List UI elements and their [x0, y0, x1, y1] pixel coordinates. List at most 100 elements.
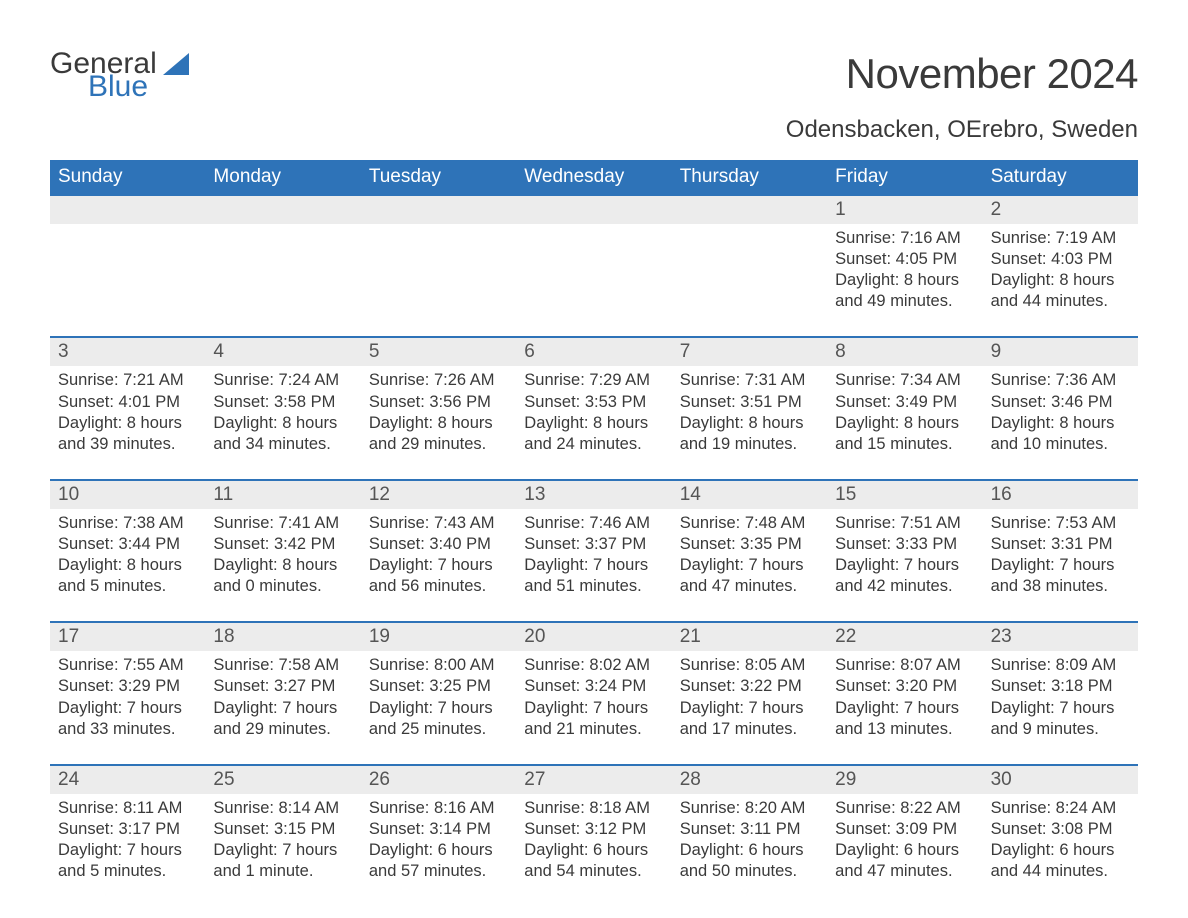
day-cell: Sunrise: 7:46 AMSunset: 3:37 PMDaylight:…	[516, 509, 671, 621]
sunset-line: Sunset: 3:25 PM	[369, 676, 508, 697]
day-number: 18	[205, 623, 360, 651]
daylight-line: Daylight: 7 hours and 42 minutes.	[835, 555, 974, 597]
day-number: 27	[516, 766, 671, 794]
week-row: 12Sunrise: 7:16 AMSunset: 4:05 PMDayligh…	[50, 196, 1138, 336]
sunrise-line: Sunrise: 7:34 AM	[835, 370, 974, 391]
day-cell: Sunrise: 7:31 AMSunset: 3:51 PMDaylight:…	[672, 366, 827, 478]
sunrise-line: Sunrise: 7:58 AM	[213, 655, 352, 676]
daylight-line: Daylight: 6 hours and 50 minutes.	[680, 840, 819, 882]
day-number: 1	[827, 196, 982, 224]
day-number: 11	[205, 481, 360, 509]
daylight-line: Daylight: 7 hours and 21 minutes.	[524, 698, 663, 740]
sunset-line: Sunset: 3:11 PM	[680, 819, 819, 840]
sunrise-line: Sunrise: 7:46 AM	[524, 513, 663, 534]
day-number: 26	[361, 766, 516, 794]
sunset-line: Sunset: 3:12 PM	[524, 819, 663, 840]
dow-sunday: Sunday	[50, 160, 205, 196]
day-number: 10	[50, 481, 205, 509]
week-row: 17181920212223Sunrise: 7:55 AMSunset: 3:…	[50, 621, 1138, 763]
sunrise-line: Sunrise: 8:02 AM	[524, 655, 663, 676]
sunset-line: Sunset: 3:44 PM	[58, 534, 197, 555]
day-number	[516, 196, 671, 224]
sunrise-line: Sunrise: 8:09 AM	[991, 655, 1130, 676]
sunset-line: Sunset: 3:42 PM	[213, 534, 352, 555]
day-number: 15	[827, 481, 982, 509]
sunset-line: Sunset: 3:56 PM	[369, 392, 508, 413]
day-cell: Sunrise: 8:22 AMSunset: 3:09 PMDaylight:…	[827, 794, 982, 892]
sunrise-line: Sunrise: 7:38 AM	[58, 513, 197, 534]
header: General Blue November 2024 Odensbacken, …	[50, 50, 1138, 154]
sunrise-line: Sunrise: 7:21 AM	[58, 370, 197, 391]
week-row: 10111213141516Sunrise: 7:38 AMSunset: 3:…	[50, 479, 1138, 621]
daylight-line: Daylight: 8 hours and 49 minutes.	[835, 270, 974, 312]
sunrise-line: Sunrise: 7:16 AM	[835, 228, 974, 249]
sunset-line: Sunset: 4:05 PM	[835, 249, 974, 270]
day-cell: Sunrise: 7:58 AMSunset: 3:27 PMDaylight:…	[205, 651, 360, 763]
day-cell: Sunrise: 7:34 AMSunset: 3:49 PMDaylight:…	[827, 366, 982, 478]
sunset-line: Sunset: 3:51 PM	[680, 392, 819, 413]
daylight-line: Daylight: 6 hours and 54 minutes.	[524, 840, 663, 882]
sunset-line: Sunset: 3:40 PM	[369, 534, 508, 555]
sunset-line: Sunset: 3:46 PM	[991, 392, 1130, 413]
sunrise-line: Sunrise: 7:55 AM	[58, 655, 197, 676]
daylight-line: Daylight: 8 hours and 0 minutes.	[213, 555, 352, 597]
day-number: 17	[50, 623, 205, 651]
day-cell: Sunrise: 8:20 AMSunset: 3:11 PMDaylight:…	[672, 794, 827, 892]
calendar: SundayMondayTuesdayWednesdayThursdayFrid…	[50, 160, 1138, 892]
day-cell: Sunrise: 7:19 AMSunset: 4:03 PMDaylight:…	[983, 224, 1138, 336]
sunrise-line: Sunrise: 7:26 AM	[369, 370, 508, 391]
day-number: 20	[516, 623, 671, 651]
weeks-container: 12Sunrise: 7:16 AMSunset: 4:05 PMDayligh…	[50, 196, 1138, 892]
day-of-week-header: SundayMondayTuesdayWednesdayThursdayFrid…	[50, 160, 1138, 196]
day-cell	[672, 224, 827, 336]
day-number: 25	[205, 766, 360, 794]
day-number: 6	[516, 338, 671, 366]
sunrise-line: Sunrise: 8:05 AM	[680, 655, 819, 676]
day-number	[361, 196, 516, 224]
sunset-line: Sunset: 3:08 PM	[991, 819, 1130, 840]
sunset-line: Sunset: 3:58 PM	[213, 392, 352, 413]
day-cell: Sunrise: 7:41 AMSunset: 3:42 PMDaylight:…	[205, 509, 360, 621]
day-number: 13	[516, 481, 671, 509]
daylight-line: Daylight: 8 hours and 44 minutes.	[991, 270, 1130, 312]
daylight-line: Daylight: 8 hours and 29 minutes.	[369, 413, 508, 455]
brand-logo: General Blue	[50, 50, 189, 101]
week-row: 3456789Sunrise: 7:21 AMSunset: 4:01 PMDa…	[50, 336, 1138, 478]
daylight-line: Daylight: 8 hours and 15 minutes.	[835, 413, 974, 455]
sunset-line: Sunset: 3:24 PM	[524, 676, 663, 697]
day-number: 7	[672, 338, 827, 366]
day-number: 23	[983, 623, 1138, 651]
day-cell: Sunrise: 8:11 AMSunset: 3:17 PMDaylight:…	[50, 794, 205, 892]
sunrise-line: Sunrise: 7:48 AM	[680, 513, 819, 534]
sunset-line: Sunset: 3:35 PM	[680, 534, 819, 555]
day-cell: Sunrise: 7:51 AMSunset: 3:33 PMDaylight:…	[827, 509, 982, 621]
day-cell: Sunrise: 7:43 AMSunset: 3:40 PMDaylight:…	[361, 509, 516, 621]
daylight-line: Daylight: 7 hours and 38 minutes.	[991, 555, 1130, 597]
day-number: 3	[50, 338, 205, 366]
daylight-line: Daylight: 7 hours and 9 minutes.	[991, 698, 1130, 740]
dow-friday: Friday	[827, 160, 982, 196]
sunrise-line: Sunrise: 8:14 AM	[213, 798, 352, 819]
day-cell: Sunrise: 8:02 AMSunset: 3:24 PMDaylight:…	[516, 651, 671, 763]
daylight-line: Daylight: 7 hours and 13 minutes.	[835, 698, 974, 740]
day-number: 19	[361, 623, 516, 651]
daynum-strip: 3456789	[50, 338, 1138, 366]
day-cell: Sunrise: 7:53 AMSunset: 3:31 PMDaylight:…	[983, 509, 1138, 621]
daylight-line: Daylight: 6 hours and 44 minutes.	[991, 840, 1130, 882]
sunrise-line: Sunrise: 8:16 AM	[369, 798, 508, 819]
sunset-line: Sunset: 3:15 PM	[213, 819, 352, 840]
day-cell: Sunrise: 7:55 AMSunset: 3:29 PMDaylight:…	[50, 651, 205, 763]
sunrise-line: Sunrise: 7:31 AM	[680, 370, 819, 391]
day-cell: Sunrise: 8:16 AMSunset: 3:14 PMDaylight:…	[361, 794, 516, 892]
dow-thursday: Thursday	[672, 160, 827, 196]
sunset-line: Sunset: 3:37 PM	[524, 534, 663, 555]
daylight-line: Daylight: 7 hours and 1 minute.	[213, 840, 352, 882]
sunrise-line: Sunrise: 7:19 AM	[991, 228, 1130, 249]
day-cell: Sunrise: 8:05 AMSunset: 3:22 PMDaylight:…	[672, 651, 827, 763]
day-cell: Sunrise: 8:07 AMSunset: 3:20 PMDaylight:…	[827, 651, 982, 763]
sunset-line: Sunset: 3:14 PM	[369, 819, 508, 840]
day-number: 29	[827, 766, 982, 794]
daylight-line: Daylight: 7 hours and 29 minutes.	[213, 698, 352, 740]
sunrise-line: Sunrise: 8:24 AM	[991, 798, 1130, 819]
day-cell: Sunrise: 8:00 AMSunset: 3:25 PMDaylight:…	[361, 651, 516, 763]
